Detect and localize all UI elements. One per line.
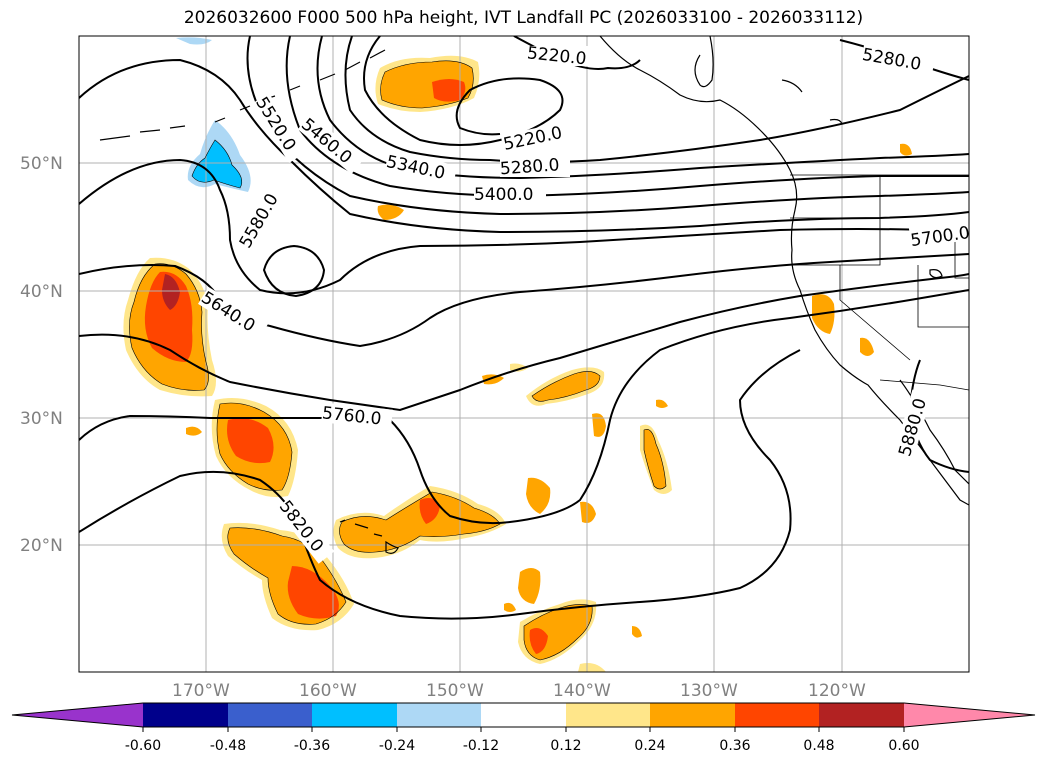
- ivt-positive-patch: [656, 399, 668, 408]
- height-contour-label: 5280.0: [499, 155, 560, 179]
- colorbar-segment: [819, 703, 904, 727]
- ivt-positive-patch: [644, 429, 666, 489]
- ivt-negative-patch: [192, 140, 242, 188]
- colorbar-segment: [143, 703, 228, 727]
- ivt-positive-patch: [186, 426, 202, 436]
- colorbar-segment: [481, 703, 566, 727]
- colorbar-tick-label: 0.60: [888, 738, 919, 754]
- lon-tick-label: 170°W: [172, 681, 230, 701]
- colorbar-tick-label: -0.48: [210, 738, 246, 754]
- ivt-positive-patch: [162, 274, 180, 310]
- ivt-positive-patch: [860, 337, 874, 356]
- map-title: 2026032600 F000 500 hPa height, IVT Land…: [183, 8, 864, 28]
- ivt-shading-layer: [123, 37, 912, 672]
- lon-tick-label: 140°W: [553, 681, 611, 701]
- height-contour-label: 5460.0: [297, 115, 355, 169]
- height-contour-label: 5580.0: [236, 190, 283, 252]
- height-contour-5760: [79, 289, 969, 525]
- state-border: [790, 218, 881, 266]
- ivt-positive-patch: [532, 371, 600, 402]
- gridlines: [79, 36, 969, 672]
- colorbar-tick-label: 0.36: [719, 738, 750, 754]
- ivt-positive-patch: [580, 501, 596, 523]
- colorbar-segment: [566, 703, 650, 727]
- lon-tick-label: 150°W: [426, 681, 484, 701]
- ivt-positive-patch: [632, 626, 642, 638]
- lon-tick-label: 130°W: [680, 681, 738, 701]
- height-contour-5820: [79, 349, 801, 620]
- height-contour-label: 5400.0: [474, 185, 533, 205]
- ivt-positive-patch: [227, 418, 274, 464]
- island: [929, 269, 943, 279]
- colorbar-segment: [650, 703, 735, 727]
- ivt-positive-patch: [432, 79, 466, 102]
- height-contour-5580-low: [262, 244, 326, 298]
- colorbar-tick-label: -0.24: [379, 738, 415, 754]
- lon-axis: 170°W 160°W 150°W 140°W 130°W 120°W: [172, 681, 866, 701]
- height-contour-5220-closed: [363, 36, 564, 146]
- state-border: [879, 379, 969, 391]
- state-border: [839, 265, 911, 361]
- height-contour-label: 5220.0: [502, 123, 564, 155]
- ivt-negative-patch: [176, 37, 212, 45]
- height-contour-label: 5880.0: [895, 396, 931, 459]
- height-contour-label: 5760.0: [321, 403, 382, 429]
- colorbar-tick-label: -0.12: [463, 738, 499, 754]
- colorbar-tick-label: -0.36: [294, 738, 330, 754]
- lat-tick-label: 50°N: [20, 154, 63, 174]
- lat-tick-label: 20°N: [20, 536, 63, 556]
- ivt-positive-patch: [144, 271, 193, 362]
- colorbar-segment: [397, 703, 481, 727]
- lat-tick-label: 40°N: [20, 282, 63, 302]
- ivt-positive-patch: [419, 498, 440, 524]
- height-contour-5580: [79, 158, 969, 295]
- ivt-positive-patch: [529, 628, 548, 654]
- height-contour-5520: [79, 58, 969, 234]
- lat-tick-label: 30°N: [20, 409, 63, 429]
- state-border: [954, 230, 969, 279]
- ivt-positive-patch: [900, 143, 912, 156]
- ivt-positive-patch: [592, 413, 606, 437]
- ivt-positive-patch: [518, 568, 541, 604]
- height-contour-5700: [79, 273, 969, 412]
- coastlines: [99, 36, 969, 554]
- lon-tick-label: 120°W: [808, 681, 866, 701]
- height-contour-label: 5280.0: [861, 45, 923, 75]
- ivt-positive-patch: [504, 602, 516, 612]
- hawaiian-islands: [339, 519, 399, 554]
- north-america-coastline: [599, 36, 969, 506]
- ivt-positive-patch: [482, 374, 504, 385]
- colorbar-tick-label: -0.60: [125, 738, 161, 754]
- height-contours: [79, 36, 969, 620]
- height-contour-5280: [344, 36, 969, 163]
- colorbar-segment: [904, 703, 1035, 727]
- colorbar-tick-label: 0.24: [634, 738, 665, 754]
- ivt-positive-patch: [377, 204, 404, 220]
- colorbar-segment: [228, 703, 312, 727]
- lon-tick-label: 160°W: [299, 681, 357, 701]
- height-contour-5640: [79, 253, 969, 348]
- ivt-positive-patch: [287, 566, 339, 619]
- state-border: [917, 265, 969, 328]
- ivt-positive-patch: [578, 663, 606, 672]
- colorbar: -0.60 -0.48 -0.36 -0.24 -0.12 0.12 0.24 …: [11, 702, 1036, 754]
- colorbar-segment: [312, 703, 397, 727]
- colorbar-segment: [12, 703, 143, 727]
- canada-coast: [694, 36, 714, 88]
- colorbar-tick-label: 0.12: [550, 738, 581, 754]
- lat-axis: 20°N 30°N 40°N 50°N: [20, 154, 63, 556]
- ivt-positive-patch: [526, 477, 551, 514]
- colorbar-segment: [735, 703, 819, 727]
- height-contour-5340: [316, 36, 969, 180]
- island: [781, 79, 803, 93]
- colorbar-tick-label: 0.48: [803, 738, 834, 754]
- map-frame: [78, 35, 970, 673]
